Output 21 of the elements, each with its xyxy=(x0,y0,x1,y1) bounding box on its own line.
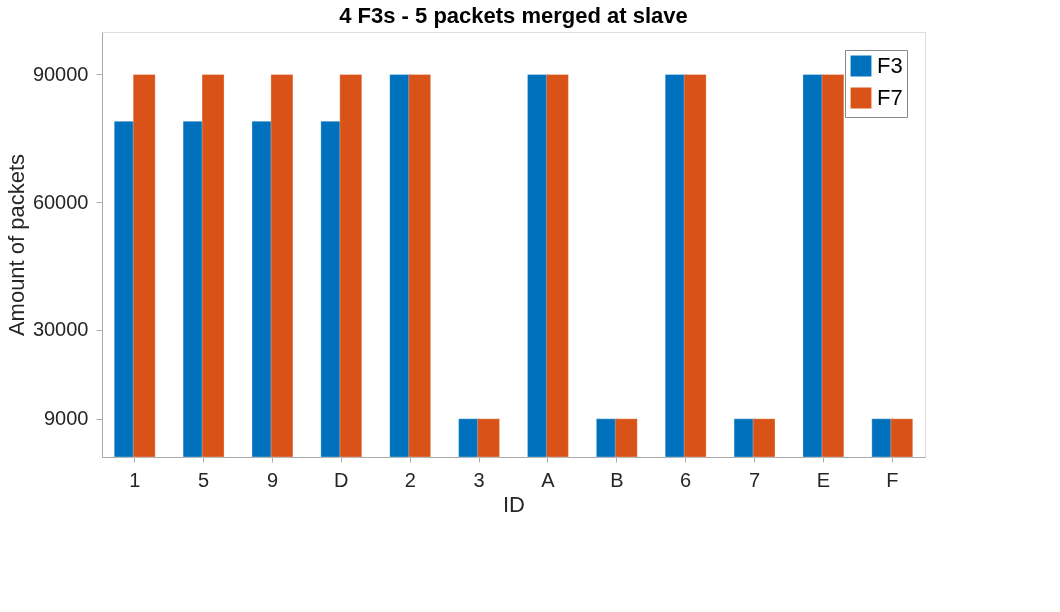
x-tick-label: 3 xyxy=(473,468,485,491)
x-tick-label: D xyxy=(334,468,349,491)
chart-title: 4 F3s - 5 packets merged at slave xyxy=(339,3,688,28)
x-tick-label: B xyxy=(610,468,624,491)
x-tick-label: 6 xyxy=(680,468,692,491)
x-tick-label: 7 xyxy=(748,468,761,491)
x-tick-label: 2 xyxy=(404,468,416,491)
y-tick-label: 60000 xyxy=(32,190,89,213)
y-tick-label: 30000 xyxy=(32,318,89,340)
x-tick-label: E xyxy=(816,468,831,491)
x-tick-label: 5 xyxy=(198,468,210,491)
x-tick-label: A xyxy=(541,468,556,491)
legend-label: F7 xyxy=(877,85,903,110)
y-tick-label: 9000 xyxy=(44,407,89,430)
x-tick-label: F xyxy=(886,468,899,491)
x-tick-label: 9 xyxy=(266,468,279,491)
legend-label: F3 xyxy=(877,53,903,78)
y-axis-title: Amount of packets xyxy=(3,153,29,337)
x-tick-label: 1 xyxy=(129,468,141,491)
x-axis-title: ID xyxy=(503,491,525,517)
y-tick-label: 90000 xyxy=(32,63,89,85)
